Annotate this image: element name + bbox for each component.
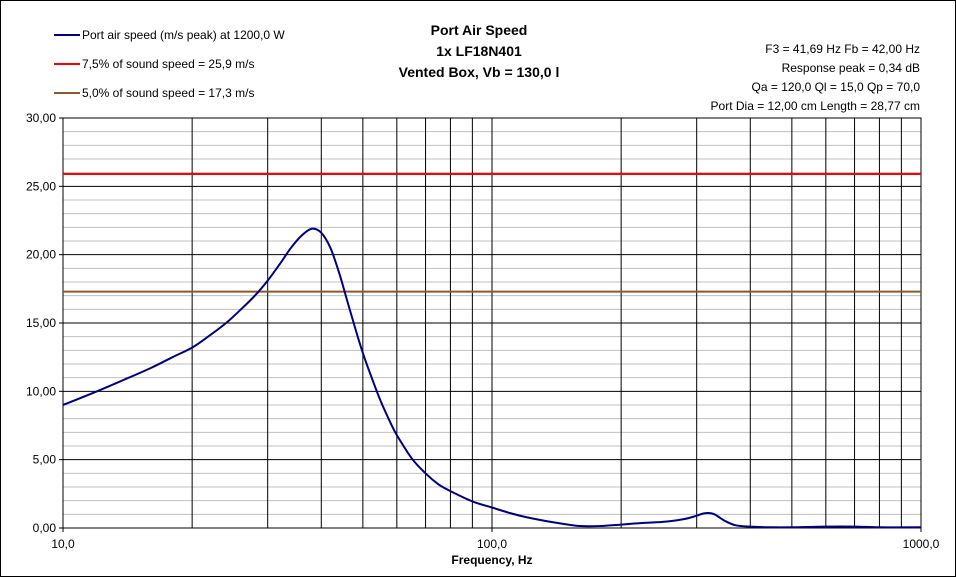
- curve-data-point: [279, 263, 281, 265]
- y-tick-label: 20,00: [26, 248, 56, 262]
- info-line-port-dims: Port Dia = 12,00 cm Length = 28,77 cm: [711, 99, 920, 113]
- curve-data-point: [424, 472, 427, 474]
- curve-data-point: [735, 524, 737, 526]
- curve-data-point: [878, 526, 881, 528]
- curve-data-point: [209, 334, 211, 336]
- curve-data-point: [62, 404, 64, 406]
- curve-data-point: [853, 526, 856, 528]
- curve-data-point: [380, 400, 382, 402]
- curve-data-point: [449, 490, 451, 492]
- curve-data-point: [600, 525, 603, 527]
- curve-data-point: [437, 483, 439, 485]
- curve-data-point: [771, 526, 773, 528]
- curve-data-point: [411, 457, 413, 459]
- grid-layer: [63, 118, 921, 528]
- legend-label-port-air-speed: Port air speed (m/s peak) at 1200,0 W: [82, 28, 285, 42]
- curve-data-point: [702, 513, 704, 515]
- curve-data-point: [338, 271, 340, 273]
- curve-data-point: [525, 516, 527, 518]
- curve-data-point: [267, 280, 269, 282]
- curve-data-point: [150, 367, 152, 369]
- curve-data-point: [620, 524, 622, 526]
- legend-label-7-5-percent: 7,5% of sound speed = 25,9 m/s: [82, 57, 254, 71]
- chart-title-line-2: 1x LF18N401: [436, 43, 522, 59]
- curve-data-point: [96, 390, 98, 392]
- curve-data-point: [225, 322, 227, 324]
- x-axis-title: Frequency, Hz: [451, 553, 532, 567]
- curve-data-point: [346, 300, 348, 302]
- curve-data-point: [290, 247, 292, 249]
- info-line-q-values: Qa = 120,0 Ql = 15,0 Qp = 70,0: [752, 80, 921, 94]
- y-tick-label: 30,00: [26, 111, 56, 125]
- curve-data-point: [471, 500, 473, 502]
- curve-data-point: [354, 327, 356, 330]
- curve-data-point: [329, 247, 331, 249]
- curve-data-point: [696, 515, 698, 517]
- curve-data-point: [320, 232, 322, 234]
- curve-data-point: [719, 517, 721, 519]
- info-line-response-peak: Response peak = 0,34 dB: [782, 61, 920, 75]
- curve-data-point: [509, 512, 511, 514]
- curve-data-point: [191, 347, 193, 349]
- x-tick-label: 1000,0: [903, 537, 940, 551]
- chart-title-line-3: Vented Box, Vb = 130,0 l: [399, 64, 560, 80]
- x-tick-labels: 10,0 100,0 1000,0: [51, 528, 940, 551]
- curve-data-point: [301, 234, 303, 237]
- legend-label-5-0-percent: 5,0% of sound speed = 17,3 m/s: [82, 86, 254, 100]
- curve-data-point: [396, 434, 398, 436]
- curve-data-point: [724, 520, 727, 522]
- curve-data-point: [389, 422, 392, 424]
- curve-data-point: [920, 526, 922, 528]
- y-tick-label: 0,00: [33, 521, 57, 535]
- curve-data-point: [311, 228, 313, 230]
- curve-data-point: [713, 513, 716, 515]
- curve-data-point: [362, 352, 364, 354]
- curve-data-point: [171, 356, 174, 358]
- info-line-f3-fb: F3 = 41,69 Hz Fb = 42,00 Hz: [765, 42, 920, 56]
- chart-title-line-1: Port Air Speed: [431, 22, 528, 38]
- y-tick-labels: 0,00 5,00 10,00 15,00 20,00 25,00 30,00: [26, 111, 63, 535]
- curve-data-point: [369, 373, 371, 375]
- curve-data-point: [662, 521, 664, 523]
- curve-layer: [62, 227, 922, 529]
- curve-data-point: [554, 521, 556, 524]
- curve-data-point: [825, 526, 827, 528]
- y-tick-label: 10,00: [26, 384, 56, 398]
- curve-data-point: [791, 526, 793, 528]
- x-tick-label: 100,0: [477, 537, 507, 551]
- legend: Port air speed (m/s peak) at 1200,0 W 7,…: [54, 28, 285, 100]
- y-tick-label: 5,00: [33, 453, 57, 467]
- curve-data-point: [579, 525, 581, 527]
- curve-data-point: [254, 295, 256, 297]
- y-tick-label: 25,00: [26, 179, 56, 193]
- curve-data-point: [491, 506, 493, 509]
- threshold-lines: [63, 173, 921, 293]
- curve-data-point: [125, 378, 127, 380]
- curve-data-point: [683, 518, 685, 520]
- curve-data-point: [638, 522, 640, 524]
- curve-data-point: [240, 308, 242, 310]
- y-tick-label: 15,00: [26, 316, 56, 330]
- curve-data-point: [708, 512, 710, 514]
- x-tick-label: 10,0: [51, 537, 75, 551]
- curve-data-point: [749, 526, 751, 528]
